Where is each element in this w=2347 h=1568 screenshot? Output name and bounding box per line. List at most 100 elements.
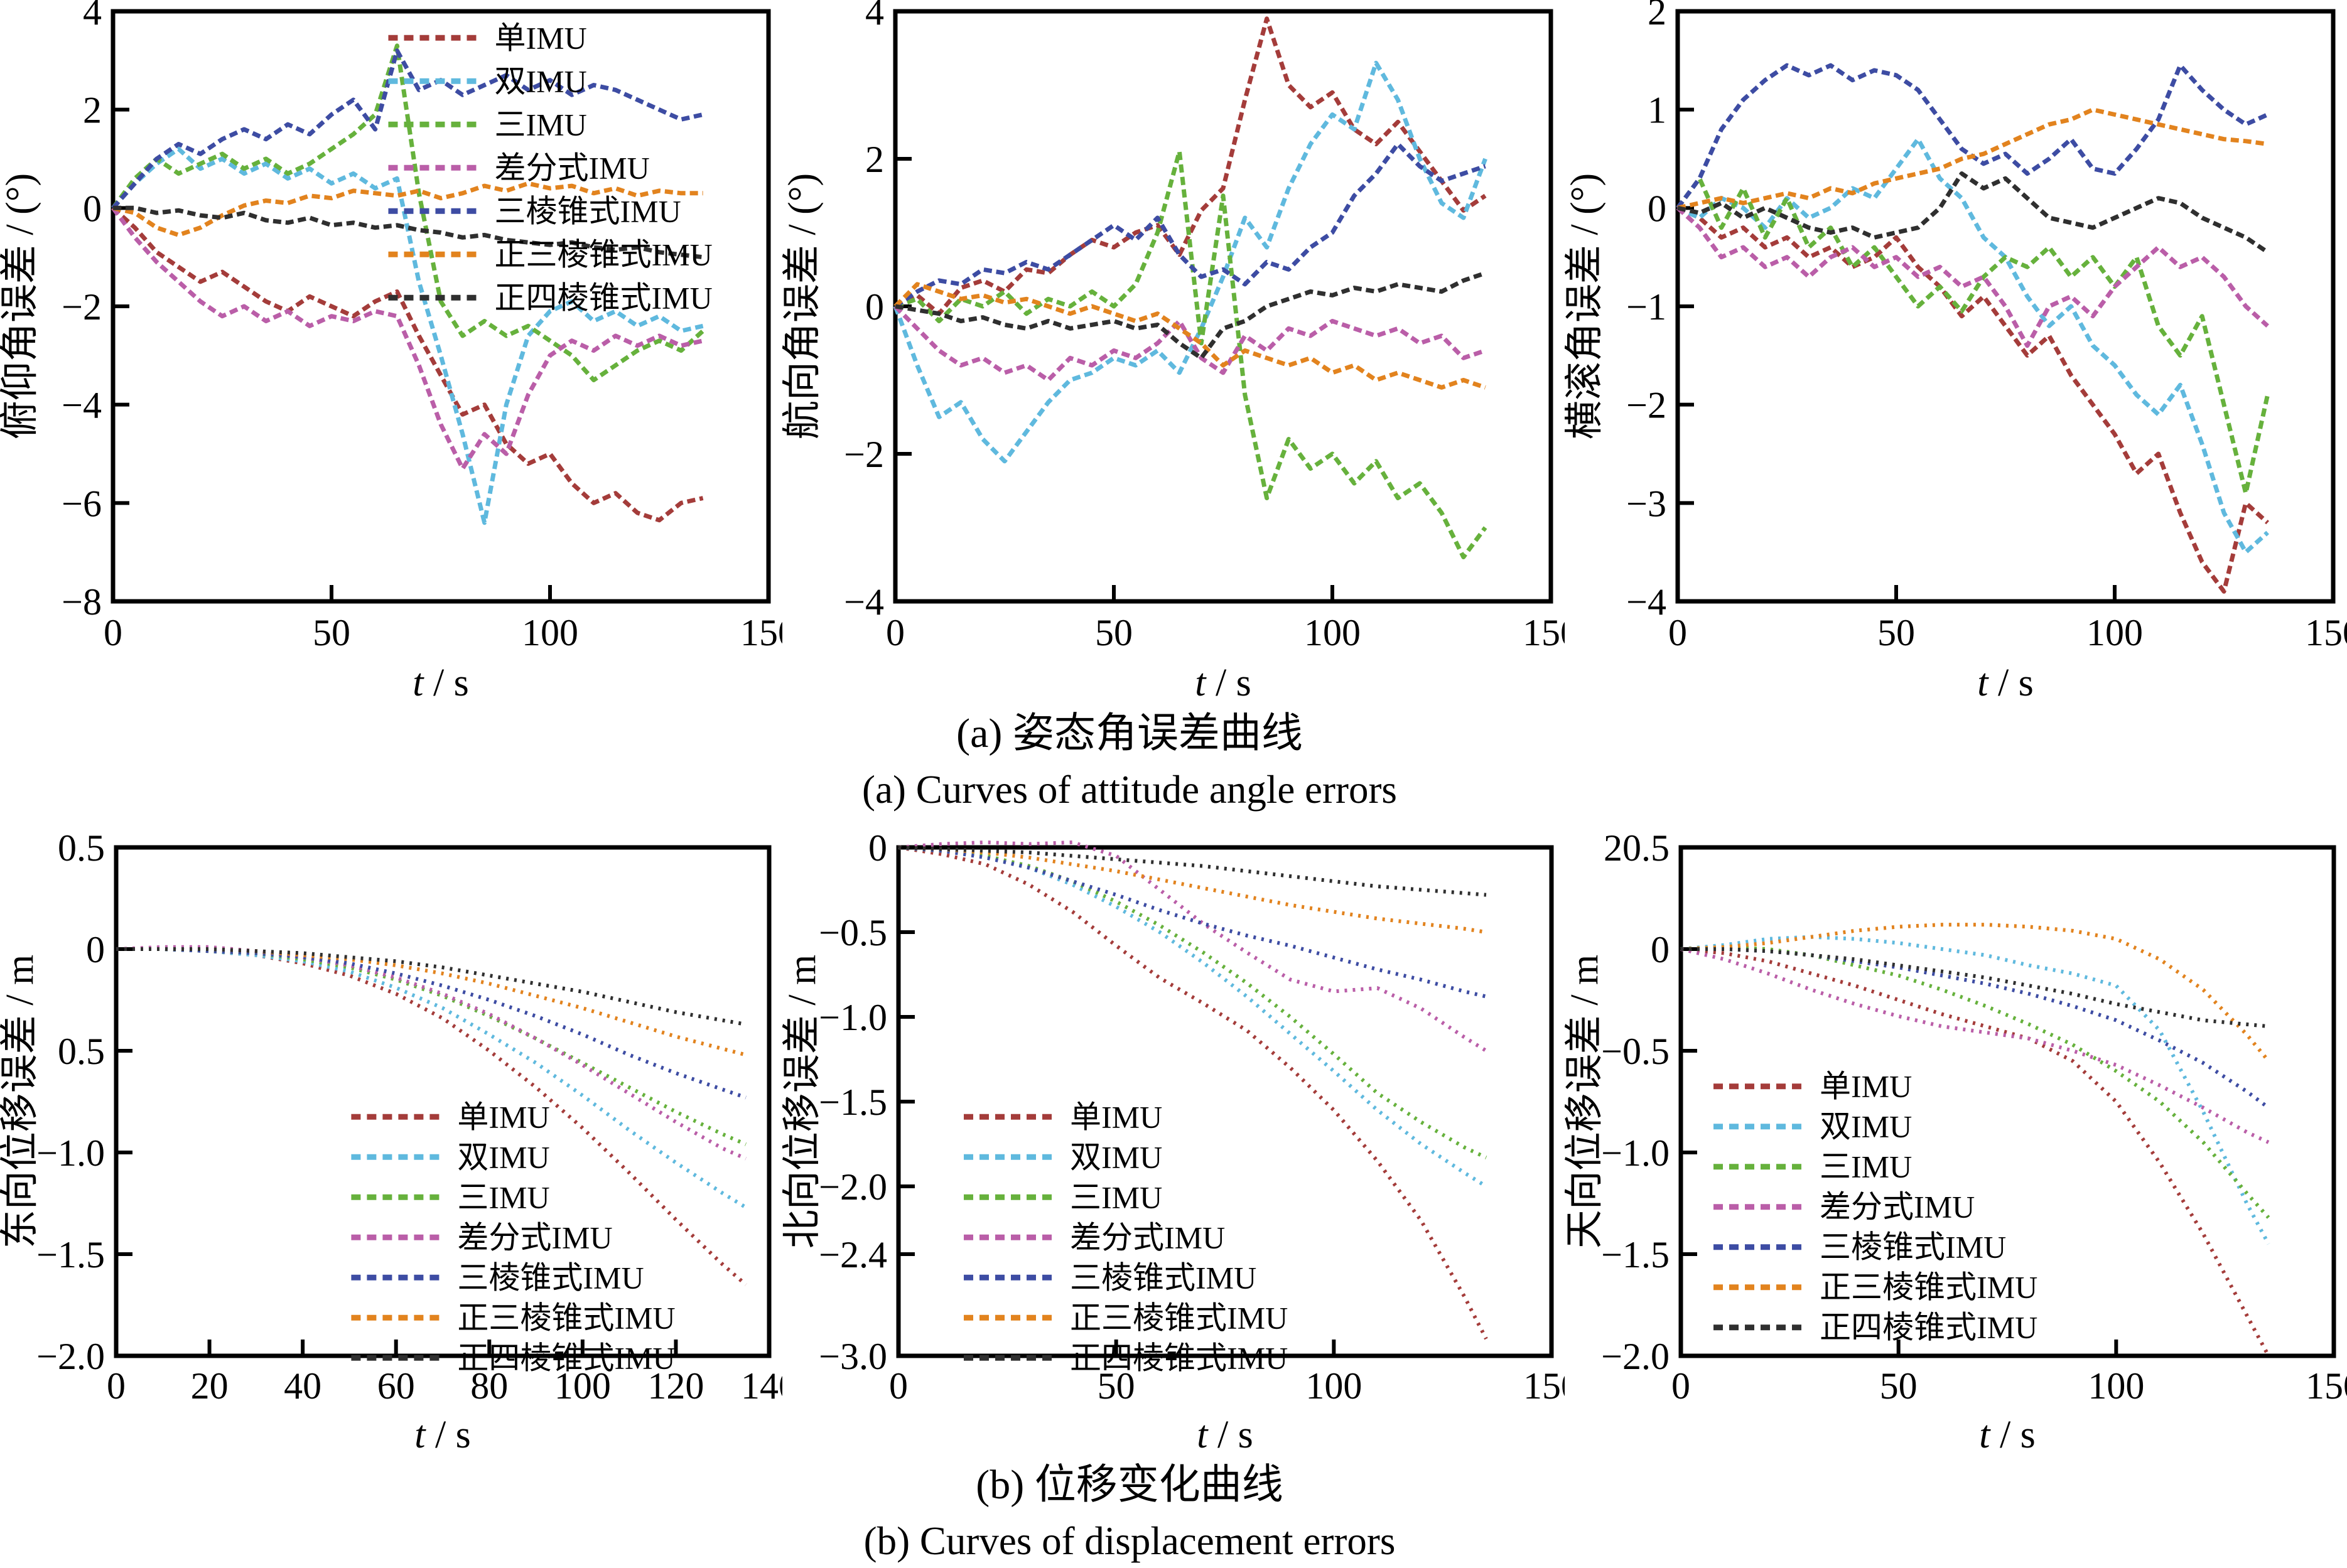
legend-label-tri-pyramid-imu: 三棱锥式IMU: [1820, 1230, 2006, 1265]
series-line-tri-pyramid-imu: [1681, 947, 2270, 1110]
y-tick-label: −8: [62, 581, 102, 623]
x-axis-label: t / s: [414, 1414, 471, 1456]
series-line-tri-pyramid-imu: [116, 947, 747, 1100]
series-line-single-imu: [1676, 206, 2269, 594]
legend-label-regular-tri-pyramid-imu: 正三棱锥式IMU: [457, 1300, 675, 1335]
y-tick-label: −2.0: [819, 1166, 887, 1208]
series-line-differential-imu: [1676, 206, 2269, 348]
y-tick-label: 4: [83, 0, 102, 33]
x-axis-label: t / s: [413, 662, 469, 700]
y-tick-label: −2.4: [819, 1234, 887, 1275]
legend-label-regular-quad-pyramid-imu: 正四棱锥式IMU: [1820, 1310, 2037, 1345]
plot-border: [893, 9, 1553, 604]
y-tick-label: −3.0: [819, 1336, 887, 1377]
y-tick-label: 0: [83, 188, 102, 229]
chart-yaw-angle-error: 0 50 100 150 4 2 0 −2 −4 t / s 航向角误差 / (°): [782, 0, 1565, 700]
y-tick-label: −2.0: [36, 1336, 105, 1377]
series-line-differential-imu: [1680, 947, 2270, 1144]
chart-east-displacement-error: 0 20 40 60 80 100 120 140 0.5 0 0.5 −1.0 −1.5 −2.0 t /…: [0, 819, 782, 1456]
x-tick-label: 0: [1671, 1365, 1690, 1407]
legend-label-single-imu: 单IMU: [457, 1099, 549, 1134]
legend-label-tri-pyramid-imu: 三棱锥式IMU: [1070, 1260, 1256, 1295]
x-tick-label: 50: [313, 612, 350, 653]
x-tick-label: 100: [2086, 612, 2143, 653]
y-tick-label: −1.0: [819, 997, 887, 1038]
y-tick-label: 0: [1648, 188, 1666, 229]
legend: 单IMU 双IMU 三IMU 差分式IMU 三棱锥式IMU 正三棱锥式IMU 正四棱锥式IM…: [964, 1099, 1288, 1375]
y-tick-label: 0: [86, 929, 105, 970]
caption-attitude-en: (a) Curves of attitude angle errors: [862, 768, 1397, 812]
legend-label-regular-quad-pyramid-imu: 正四棱锥式IMU: [1070, 1340, 1288, 1375]
caption-displacement-zh: (b) 位移变化曲线: [976, 1462, 1283, 1508]
x-tick-label: 60: [377, 1365, 415, 1407]
legend-label-triple-imu: 三IMU: [1820, 1149, 1912, 1184]
legend-label-dual-imu: 双IMU: [494, 63, 586, 99]
legend-label-regular-tri-pyramid-imu: 正三棱锥式IMU: [494, 237, 712, 272]
displacement-error-charts-row: 0 20 40 60 80 100 120 140 0.5 0 0.5 −1.0 −1.5 −2.0 t /…: [0, 819, 2347, 1456]
plot-border: [1678, 845, 2336, 1358]
series-line-differential-imu: [893, 304, 1486, 382]
series-line-dual-imu: [893, 60, 1487, 464]
y-tick-label: −0.5: [819, 912, 887, 953]
y-tick-label: −1: [1626, 286, 1666, 328]
chart-north-displacement-error: 0 50 100 150 0 −0.5 −1.0 −1.5 −2.0 −2.4 −3.0 t / s 北…: [782, 819, 1565, 1456]
up-displacement-svg: 0 50 100 150 20.5 0 −0.5 −1.0 −1.5 −2.0 t / s 天向位移误…: [1565, 827, 2347, 1456]
legend-label-single-imu: 单IMU: [494, 20, 586, 55]
legend: 单IMU 双IMU 三IMU 差分式IMU 三棱锥式IMU 正三棱锥式IMU 正四棱锥式IM…: [351, 1099, 676, 1375]
series-line-regular-tri-pyramid-imu: [1677, 107, 2269, 210]
series-line-regular-quad-pyramid-imu: [1677, 171, 2269, 254]
legend-label-regular-tri-pyramid-imu: 正三棱锥式IMU: [1820, 1270, 2037, 1305]
series-line-regular-quad-pyramid-imu: [116, 947, 747, 1026]
series-line-triple-imu: [898, 846, 1487, 1159]
series-line-dual-imu: [116, 947, 747, 1210]
y-tick-label: 2: [83, 90, 102, 131]
series-line-tri-pyramid-imu: [894, 142, 1486, 308]
x-tick-label: 150: [2306, 1365, 2347, 1407]
series-line-tri-pyramid-imu: [898, 846, 1487, 999]
y-tick-label: −2: [62, 286, 102, 328]
x-tick-label: 80: [470, 1365, 508, 1407]
y-tick-label: −2: [844, 434, 884, 475]
series-line-tri-pyramid-imu: [111, 48, 704, 210]
yaw-error-svg: 0 50 100 150 4 2 0 −2 −4 t / s 航向角误差 / (°): [782, 0, 1565, 700]
series-line-regular-quad-pyramid-imu: [1681, 947, 2269, 1029]
y-tick-label: 2: [865, 139, 884, 180]
caption-attitude-zh: (a) 姿态角误差曲线: [956, 711, 1303, 756]
series-line-single-imu: [111, 206, 704, 523]
legend-label-differential-imu: 差分式IMU: [457, 1220, 612, 1255]
x-tick-label: 150: [740, 612, 782, 653]
legend-label-regular-tri-pyramid-imu: 正三棱锥式IMU: [1070, 1300, 1288, 1335]
y-tick-label: −1.0: [36, 1132, 105, 1174]
series-line-differential-imu: [898, 840, 1487, 1053]
x-tick-label: 0: [1668, 612, 1687, 653]
x-tick-label: 150: [2305, 612, 2347, 653]
y-tick-label: 0: [1651, 929, 1670, 970]
legend-label-dual-imu: 双IMU: [1820, 1109, 1912, 1144]
x-axis-label: t / s: [1977, 662, 2034, 700]
x-tick-label: 0: [104, 612, 122, 653]
plot-border: [1675, 9, 2336, 604]
legend-label-tri-pyramid-imu: 三棱锥式IMU: [494, 193, 681, 228]
y-tick-label: 4: [865, 0, 884, 33]
east-displacement-svg: 0 20 40 60 80 100 120 140 0.5 0 0.5 −1.0 −1.5 −2.0 t /…: [0, 827, 782, 1456]
legend-label-regular-quad-pyramid-imu: 正四棱锥式IMU: [494, 280, 712, 315]
y-axis-label: 横滚角误差 / (°): [1565, 173, 1606, 439]
series-line-dual-imu: [1680, 935, 2270, 1245]
y-tick-label: −1.5: [36, 1234, 105, 1275]
y-tick-label: −1.0: [1601, 1132, 1670, 1174]
x-tick-label: 100: [1305, 1365, 1362, 1407]
y-tick-label: −4: [62, 385, 102, 426]
x-tick-label: 100: [522, 612, 578, 653]
series-line-regular-quad-pyramid-imu: [898, 846, 1487, 897]
caption-displacement-en: (b) Curves of displacement errors: [863, 1519, 1396, 1563]
legend-label-tri-pyramid-imu: 三棱锥式IMU: [457, 1260, 644, 1295]
series-line-regular-quad-pyramid-imu: [895, 271, 1486, 360]
y-axis-label: 航向角误差 / (°): [782, 173, 824, 439]
x-tick-label: 50: [1880, 1365, 1918, 1407]
series-line-triple-imu: [111, 43, 704, 382]
y-axis-label: 东向位移误差 / m: [0, 955, 41, 1248]
y-tick-label: 0: [865, 286, 884, 328]
chart-up-displacement-error: 0 50 100 150 20.5 0 −0.5 −1.0 −1.5 −2.0 t / s 天向位移误…: [1565, 819, 2347, 1456]
